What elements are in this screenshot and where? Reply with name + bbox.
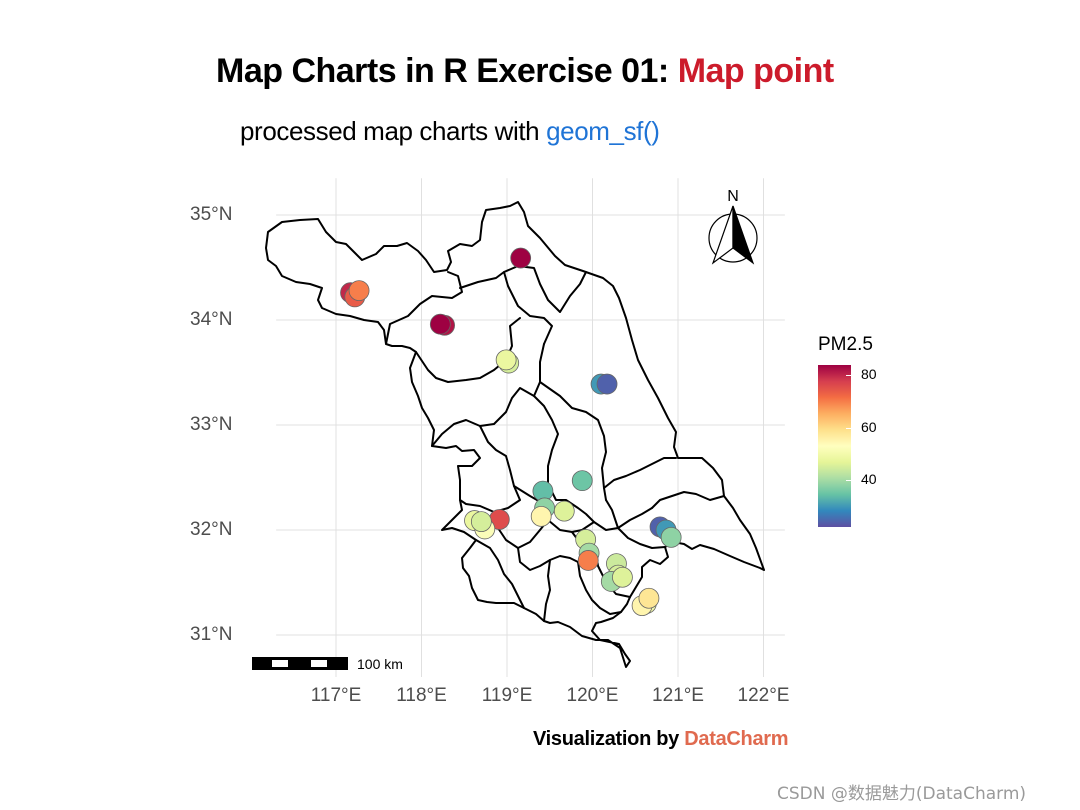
prefecture-boundary [431, 387, 535, 447]
caption-highlight: DataCharm [684, 728, 789, 750]
y-tick-label: 33°N [190, 414, 233, 435]
x-tick-label: 121°E [652, 685, 704, 706]
prefecture-boundary [459, 271, 553, 345]
prefecture-boundary [517, 547, 589, 571]
station-point [660, 526, 682, 548]
legend-title: PM2.5 [818, 334, 873, 355]
legend-tick-label: 80 [861, 366, 877, 383]
legend-colorbar [818, 365, 851, 527]
prefecture-boundary [503, 265, 587, 313]
station-point [596, 373, 618, 395]
gridlines [276, 178, 785, 677]
station-point [553, 500, 575, 522]
station-point [348, 280, 370, 302]
x-tick-label: 117°E [310, 685, 362, 706]
caption-main: Visualization by [533, 728, 685, 750]
station-point [530, 505, 552, 527]
north-arrow-right [732, 205, 755, 265]
prefecture-boundary [577, 561, 622, 615]
scale-bar-segment [311, 660, 327, 667]
prefecture-boundary [385, 271, 463, 345]
prefecture-boundary [533, 343, 559, 485]
station-point [638, 587, 660, 609]
x-tick-label: 120°E [566, 685, 619, 706]
north-arrow: N [708, 188, 758, 265]
legend-tick-mark [846, 375, 851, 377]
station-point [470, 511, 492, 532]
prefecture-boundary [539, 381, 607, 501]
north-arrow-label: N [727, 188, 739, 205]
legend-tick-label: 60 [861, 418, 877, 435]
subtitle-highlight: geom_sf() [546, 116, 660, 146]
prefecture-boundary [617, 527, 666, 549]
prefecture-boundary [475, 539, 525, 609]
station-point [429, 313, 451, 335]
province-outline [265, 201, 765, 668]
station-point [571, 470, 593, 492]
subtitle-main: processed map charts with [240, 116, 547, 146]
watermark: CSDN @数据魅力(DataCharm) [777, 784, 1027, 804]
prefecture-boundary [603, 457, 677, 489]
page-title: Map Charts in R Exercise 01: Map point [216, 52, 834, 91]
y-tick-label: 34°N [190, 309, 233, 330]
scale-bar-label: 100 km [357, 656, 403, 672]
y-tick-label: 35°N [190, 204, 233, 225]
prefecture-boundary [459, 425, 521, 513]
prefecture-boundary [651, 491, 725, 509]
y-tick-label: 32°N [190, 519, 233, 540]
x-tick-label: 122°E [737, 685, 790, 706]
y-tick-label: 31°N [190, 624, 233, 645]
x-tick-label: 119°E [481, 685, 533, 706]
scale-bar-segment [272, 660, 288, 667]
prefecture-boundary [513, 485, 595, 533]
prefecture-boundary [605, 499, 619, 529]
title-main: Map Charts in R Exercise 01: [216, 52, 678, 90]
station-point [612, 566, 633, 588]
title-highlight: Map point [677, 52, 835, 90]
legend-tick-mark [846, 427, 851, 429]
region-boundaries [265, 201, 765, 668]
prefecture-boundary [543, 559, 551, 622]
legend-tick-label: 40 [861, 470, 877, 487]
scale-bar-frame [252, 657, 348, 670]
station-point [510, 247, 532, 269]
caption: Visualization by DataCharm [533, 728, 789, 751]
page-subtitle: processed map charts with geom_sf() [240, 116, 660, 147]
x-tick-label: 118°E [396, 685, 447, 706]
legend-tick-mark [846, 479, 851, 481]
prefecture-boundary [415, 317, 521, 383]
station-point [495, 349, 517, 371]
scale-bar [252, 657, 348, 670]
station-points [340, 247, 682, 616]
station-point [577, 550, 599, 571]
